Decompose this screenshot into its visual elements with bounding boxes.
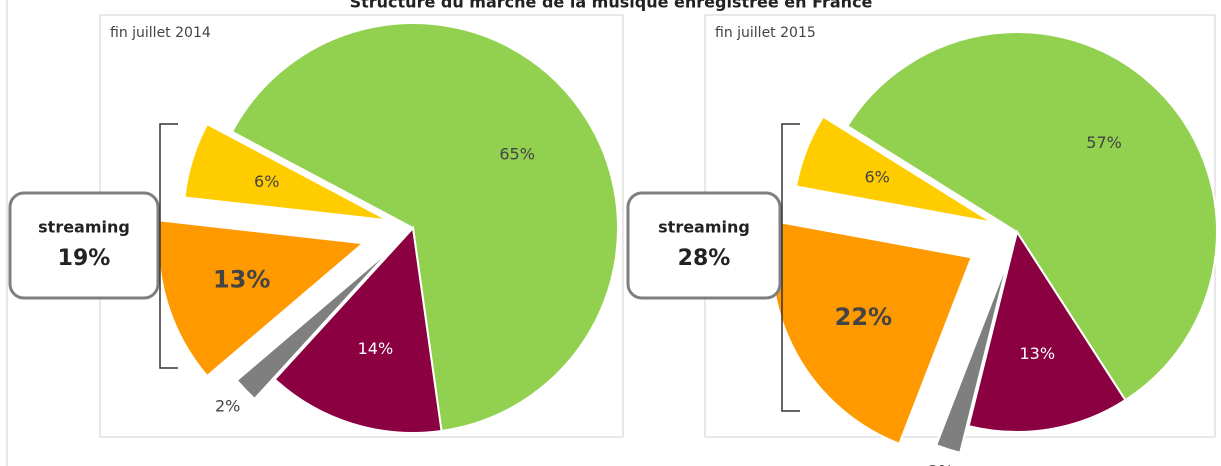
annotation-label: streaming — [658, 218, 750, 237]
slice-label: 13% — [213, 265, 270, 293]
pie-slice — [846, 31, 1219, 402]
annotation-box — [626, 191, 782, 300]
slice-label: 22% — [835, 303, 892, 331]
pie-slice — [235, 246, 394, 401]
charts: fin juillet 2014 65% 14% 2% 13% 6% streaming 19… — [8, 14, 1219, 466]
slice-label: 57% — [1086, 133, 1122, 152]
pie-slice — [183, 122, 389, 222]
slice-label: 2% — [215, 396, 240, 415]
chart-subtitle: fin juillet 2015 — [715, 25, 816, 41]
annotation-value: 28% — [678, 246, 731, 271]
slice-label: 13% — [1019, 344, 1055, 363]
slice-label: 6% — [864, 167, 889, 186]
slice-label: 65% — [499, 145, 535, 164]
pie-slice — [794, 115, 994, 224]
pie-slice — [934, 258, 1010, 454]
slice-label: 14% — [358, 339, 394, 358]
bracket — [159, 123, 178, 369]
pie-slice — [230, 22, 619, 433]
pie-slice — [967, 229, 1127, 433]
slice-label: 2% — [928, 462, 953, 466]
pie-slice — [273, 225, 443, 434]
bracket — [781, 123, 800, 412]
annotation-value: 19% — [58, 246, 111, 271]
page-title: Structure du marché de la musique enregi… — [350, 0, 873, 12]
chart-subtitle: fin juillet 2014 — [110, 25, 211, 41]
annotation-box — [8, 191, 160, 300]
slice-label: 6% — [254, 172, 279, 191]
annotation-label: streaming — [38, 218, 130, 237]
